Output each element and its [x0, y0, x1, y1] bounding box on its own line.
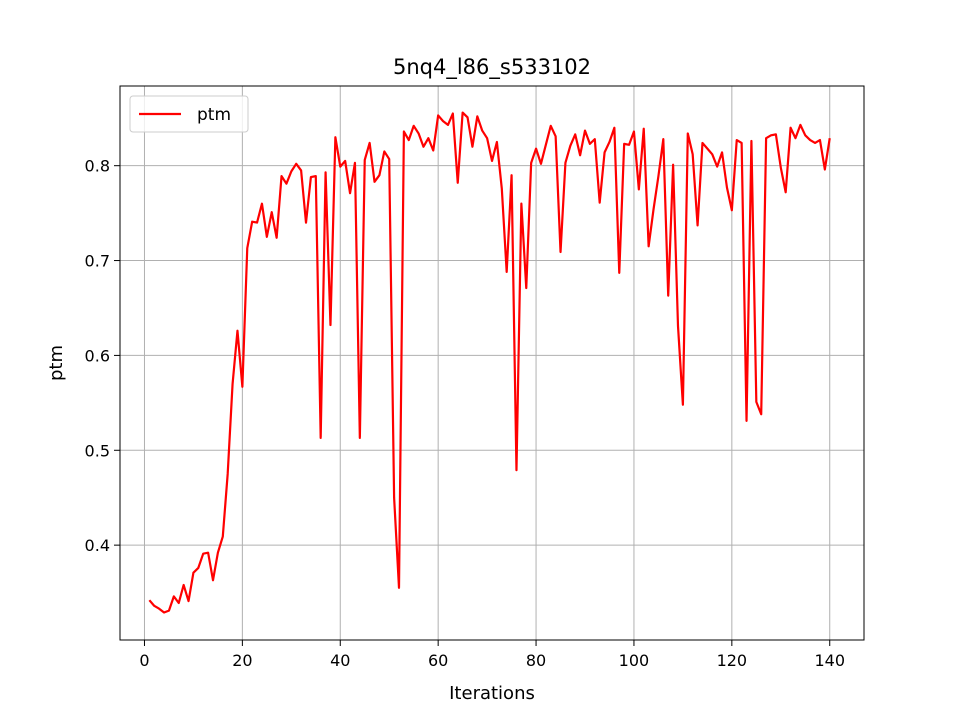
- x-tick-label: 120: [717, 651, 748, 670]
- x-tick-label: 140: [814, 651, 845, 670]
- y-tick-label: 0.7: [85, 252, 110, 271]
- y-tick-label: 0.8: [85, 157, 110, 176]
- series-line-ptm: [148, 111, 831, 614]
- plot-frame: [119, 85, 865, 641]
- x-tick-label: 0: [139, 651, 149, 670]
- x-tick-label: 100: [619, 651, 650, 670]
- x-tick-label: 20: [232, 651, 252, 670]
- legend: ptm: [129, 95, 249, 133]
- x-tick-label: 40: [330, 651, 350, 670]
- y-axis-label: ptm: [46, 345, 67, 381]
- y-tick-label: 0.5: [85, 441, 110, 460]
- x-tick-label: 60: [428, 651, 448, 670]
- x-tick-label: 80: [526, 651, 546, 670]
- chart-title: 5nq4_l86_s533102: [393, 55, 591, 80]
- legend-label-ptm: ptm: [197, 105, 231, 125]
- series-layer: [148, 111, 831, 614]
- axis-ticks: 0 20 40 60 80 100 120 140 0.4 0.5 0.6 0.7 0.8: [85, 157, 845, 670]
- legend-box: [129, 95, 249, 133]
- y-tick-label: 0.6: [85, 346, 110, 365]
- x-axis-label: Iterations: [449, 683, 535, 704]
- y-tick-label: 0.4: [85, 536, 110, 555]
